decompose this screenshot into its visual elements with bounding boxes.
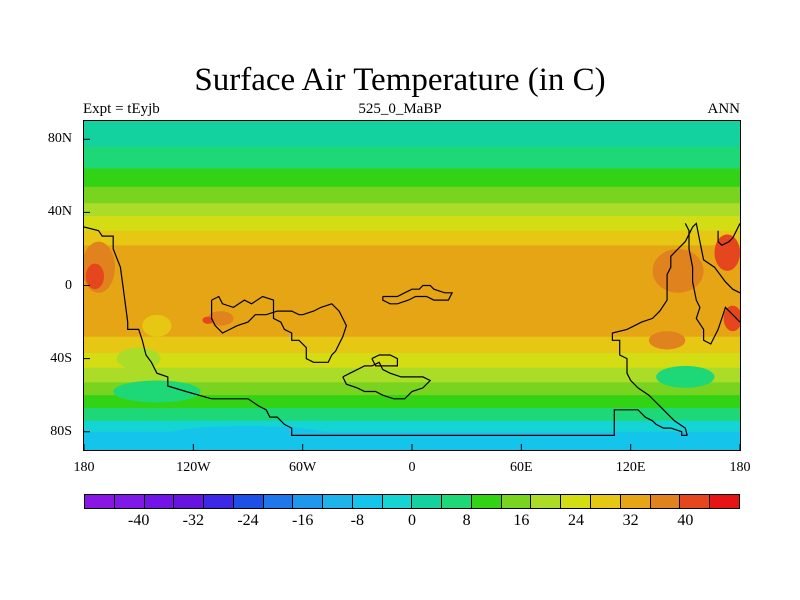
time-label: 525_0_MaBP (358, 101, 442, 117)
temperature-band-1 (84, 146, 740, 170)
lon-label: 60W (289, 460, 317, 475)
coastline-1 (611, 222, 740, 436)
temperature-band-2 (84, 168, 740, 188)
color-legend-label: 40 (677, 512, 694, 529)
temperature-band-4 (84, 203, 740, 217)
color-legend-swatch (412, 495, 443, 508)
lat-label: 80S (50, 423, 72, 439)
color-legend-label: 8 (462, 512, 471, 529)
temperature-map (83, 120, 741, 451)
color-legend-swatch (650, 495, 681, 508)
temperature-band-14 (84, 420, 740, 433)
color-legend-label: 16 (513, 512, 530, 529)
temperature-anomaly-6 (723, 305, 740, 332)
lon-label: 120E (615, 460, 646, 475)
coastline-0 (84, 226, 688, 436)
coastline-7 (684, 223, 740, 345)
color-legend-swatch (680, 495, 711, 508)
plot-title: Surface Air Temperature (in C) (194, 62, 606, 98)
lat-label: 80N (47, 131, 72, 147)
coastline-3 (210, 295, 348, 363)
temperature-band-9 (84, 353, 740, 369)
map-field (84, 121, 740, 450)
lon-label: 120W (176, 460, 211, 475)
temperature-band-13 (84, 407, 740, 422)
coastline-4 (382, 284, 454, 305)
color-legend-label: -24 (237, 512, 259, 529)
lon-label: 180 (73, 460, 95, 475)
color-legend-swatch (174, 495, 205, 508)
temperature-band-3 (84, 186, 740, 204)
temperature-anomaly-2 (207, 311, 234, 326)
color-legend-swatch (204, 495, 234, 508)
temperature-band-5 (84, 216, 740, 232)
color-legend-swatch (293, 495, 324, 508)
color-legend-label: -40 (127, 512, 150, 529)
color-legend-swatch (471, 495, 502, 508)
color-legend-swatch (144, 495, 175, 508)
temperature-anomaly-4 (652, 248, 704, 293)
lat-label: 0 (65, 277, 72, 293)
color-legend-label: 0 (408, 512, 416, 529)
temperature-band-7 (84, 245, 740, 338)
temperature-anomaly-5 (714, 234, 740, 271)
color-legend-swatch (710, 495, 739, 508)
color-legend-swatch (233, 495, 264, 508)
temperature-anomaly-7 (648, 331, 686, 350)
lon-label: 0 (408, 460, 416, 475)
temperature-band-0 (84, 121, 740, 148)
temperature-anomaly-10 (656, 365, 715, 388)
lat-label: 40S (50, 350, 72, 366)
color-legend-swatch (531, 495, 562, 508)
temperature-anomaly-8 (142, 314, 172, 337)
temperature-anomaly-3 (202, 316, 214, 324)
color-legend-label: 24 (568, 512, 584, 529)
lon-label: 180 (729, 460, 751, 475)
color-legend-swatch (561, 495, 592, 508)
color-legend-swatch (263, 495, 294, 508)
color-legend-swatch (323, 495, 353, 508)
lat-label: 40N (47, 204, 72, 220)
color-legend-label: -8 (350, 512, 364, 529)
temperature-anomaly-9 (116, 347, 161, 370)
color-legend-label: -32 (182, 512, 204, 529)
temperature-band-10 (84, 367, 740, 383)
color-legend-swatch (501, 495, 532, 508)
temperature-anomaly-11 (113, 380, 201, 403)
season-label: ANN (707, 101, 741, 117)
temperature-band-6 (84, 230, 740, 246)
temperature-anomaly-1 (85, 263, 105, 290)
color-legend-label: 32 (622, 512, 639, 529)
color-legend-swatch (352, 495, 383, 508)
color-legend-swatch (591, 495, 621, 508)
color-legend-swatch (382, 495, 413, 508)
color-legend-swatch (620, 495, 651, 508)
color-legend-swatch (85, 495, 115, 508)
experiment-label: Expt = tEyjb (83, 101, 160, 117)
color-legend (84, 494, 740, 509)
color-legend-swatch (442, 495, 472, 508)
temperature-anomaly-12 (166, 426, 330, 445)
coastline-6 (371, 354, 398, 367)
temperature-band-11 (84, 382, 740, 396)
coastline-5 (342, 361, 432, 400)
coastline-2 (717, 223, 740, 247)
color-legend-label: -16 (291, 512, 314, 529)
color-legend-swatch (114, 495, 145, 508)
lon-label: 60E (510, 460, 533, 475)
temperature-band-8 (84, 336, 740, 354)
